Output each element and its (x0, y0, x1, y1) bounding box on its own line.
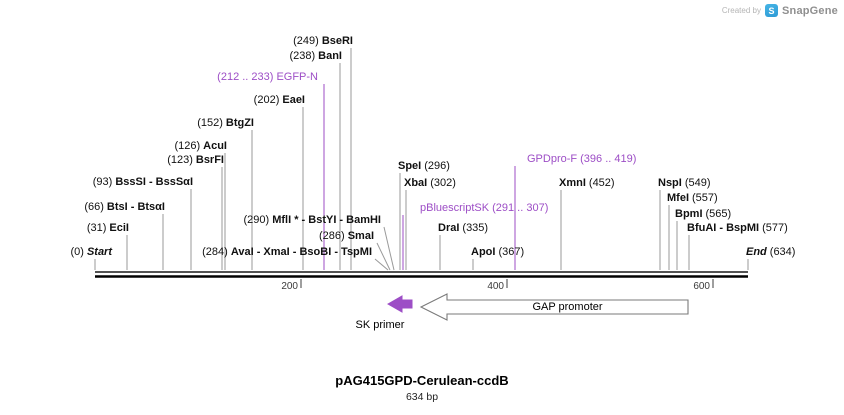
site-label-bseri[interactable]: (249) BseRI (293, 35, 353, 47)
site-label-drai[interactable]: DraI (335) (438, 222, 489, 234)
gap-promoter-label: GAP promoter (532, 301, 603, 313)
site-label-apoi[interactable]: ApoI (367) (471, 246, 525, 258)
site-label-acui[interactable]: (126) AcuI (174, 140, 227, 152)
primer-label-pbluescriptsk[interactable]: pBluescriptSK (291 .. 307) (420, 202, 549, 214)
sk-primer-arrow[interactable] (386, 295, 413, 313)
ruler-tick-label: 200 (281, 281, 298, 292)
primer-label-egfp-n[interactable]: (212 .. 233) EGFP-N (217, 71, 318, 83)
site-label-xbai[interactable]: XbaI (302) (404, 177, 456, 189)
snapgene-logo-icon: S (764, 4, 778, 17)
site-label-bsrfi[interactable]: (123) BsrFI (167, 154, 224, 166)
map-length: 634 bp (405, 391, 439, 403)
site-label-bfuai-bspmi[interactable]: BfuAI - BspMI (577) (687, 222, 788, 234)
site-label-avai-group[interactable]: (284) AvaI - XmaI - BsoBI - TspMI (202, 246, 372, 258)
site-label-bsssi-group[interactable]: (93) BssSI - BssSαI (92, 176, 193, 188)
site-label-eaei[interactable]: (202) EaeI (253, 94, 305, 106)
site-label-xmni[interactable]: XmnI (452) (559, 177, 615, 189)
snapgene-brand-text: SnapGene (781, 4, 838, 17)
connector-line (374, 258, 389, 271)
primer-label-gpdpro-f[interactable]: GPDpro-F (396 .. 419) (527, 153, 637, 165)
snapgene-watermark: Created by S SnapGene (722, 4, 838, 17)
site-label-ecii[interactable]: (31) EciI (86, 222, 129, 234)
site-label-btsi-group[interactable]: (66) BtsI - BtsαI (84, 201, 165, 213)
site-label-bpmi[interactable]: BpmI (565) (675, 208, 732, 220)
ruler-tick-label: 400 (487, 281, 504, 292)
created-by-text: Created by (721, 6, 761, 15)
site-label-nspi[interactable]: NspI (549) (658, 177, 711, 189)
ruler-tick-label: 600 (693, 281, 710, 292)
gap-promoter-arrow[interactable] (419, 293, 689, 321)
connector-line (383, 226, 395, 271)
terminus-label-start[interactable]: (0) Start (70, 246, 112, 258)
map-title: pAG415GPD-Cerulean-ccdB (335, 373, 509, 388)
terminus-label-end[interactable]: End (634) (746, 246, 796, 258)
site-label-spei[interactable]: SpeI (296) (398, 160, 450, 172)
site-label-btgzi[interactable]: (152) BtgZI (197, 117, 254, 129)
site-label-mfli-group[interactable]: (290) MflI * - BstYI - BamHI (243, 214, 381, 226)
connector-line (376, 242, 391, 271)
site-label-bani[interactable]: (238) BanI (289, 50, 342, 62)
site-label-smai[interactable]: (286) SmaI (319, 230, 374, 242)
sk-primer-label: SK primer (355, 319, 405, 331)
site-label-mfei[interactable]: MfeI (557) (667, 192, 718, 204)
